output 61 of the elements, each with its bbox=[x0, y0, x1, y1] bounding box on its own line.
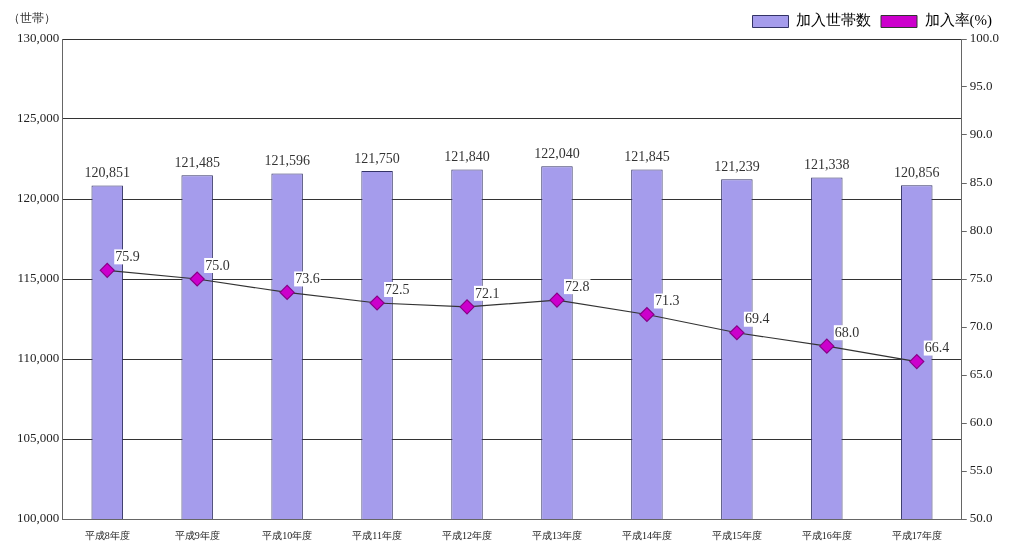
data-label: 75.9 bbox=[115, 249, 140, 265]
data-label: 121,845 bbox=[624, 149, 670, 165]
x-tick-label: 平成12年度 bbox=[442, 529, 493, 541]
legend-label: 加入世帯数 bbox=[796, 12, 872, 29]
x-tick-label: 平成16年度 bbox=[801, 529, 852, 541]
point bbox=[369, 295, 385, 311]
data-label: 122,040 bbox=[534, 146, 580, 162]
x-tick-label: 平成8年度 bbox=[84, 529, 130, 541]
data-label: 121,596 bbox=[264, 153, 310, 169]
data-label: 120,851 bbox=[84, 165, 130, 181]
point bbox=[189, 271, 205, 287]
y2-tick-label: 80.0 bbox=[969, 222, 993, 238]
y-tick-label: 120,000 bbox=[17, 190, 60, 206]
y2-tick-label: 85.0 bbox=[969, 174, 993, 190]
point bbox=[639, 306, 655, 323]
point bbox=[729, 325, 745, 341]
y2-tick-label: 65.0 bbox=[969, 366, 993, 382]
data-label: 71.3 bbox=[654, 293, 680, 309]
data-label: 121,338 bbox=[804, 157, 850, 173]
point bbox=[819, 338, 835, 354]
data-label: 75.0 bbox=[205, 257, 230, 273]
data-label: 69.4 bbox=[744, 311, 770, 327]
x-tick-label: 平成11年度 bbox=[352, 529, 402, 541]
y-tick-label: 115,000 bbox=[17, 270, 60, 286]
y2-tick-label: 90.0 bbox=[969, 126, 993, 142]
point bbox=[99, 262, 115, 278]
y-axis-title: （世帯） bbox=[8, 11, 57, 26]
legend-label: 加入率(%) bbox=[924, 12, 993, 30]
data-label: 72.8 bbox=[564, 278, 590, 294]
y2-tick-label: 60.0 bbox=[969, 414, 993, 430]
data-label: 121,239 bbox=[714, 158, 760, 174]
y2-tick-label: 100.0 bbox=[969, 30, 999, 46]
y-tick-label: 110,000 bbox=[17, 350, 60, 366]
y2-tick-label: 75.0 bbox=[969, 270, 993, 286]
y2-tick-label: 70.0 bbox=[969, 318, 993, 334]
data-label: 121,485 bbox=[174, 154, 220, 170]
x-tick-label: 平成13年度 bbox=[531, 529, 582, 541]
y-tick-label: 100,000 bbox=[17, 510, 60, 526]
data-label: 73.6 bbox=[295, 271, 320, 287]
y2-tick-label: 95.0 bbox=[969, 78, 993, 94]
x-tick-label: 平成17年度 bbox=[891, 529, 942, 541]
data-label: 66.4 bbox=[924, 340, 950, 356]
x-tick-label: 平成15年度 bbox=[711, 529, 762, 541]
data-label: 72.5 bbox=[385, 281, 410, 297]
point bbox=[279, 284, 295, 301]
point bbox=[909, 353, 925, 370]
y-tick-label: 130,000 bbox=[17, 30, 60, 46]
y-tick-label: 125,000 bbox=[17, 110, 60, 126]
data-label: 72.1 bbox=[475, 285, 500, 301]
x-tick-label: 平成14年度 bbox=[621, 529, 672, 541]
point bbox=[549, 292, 565, 308]
data-label: 120,856 bbox=[894, 164, 940, 180]
x-tick-label: 平成10年度 bbox=[262, 529, 313, 541]
data-label: 68.0 bbox=[834, 324, 860, 340]
point bbox=[459, 299, 475, 315]
y2-tick-label: 50.0 bbox=[969, 510, 993, 526]
y-tick-label: 105,000 bbox=[17, 430, 60, 446]
data-label: 121,750 bbox=[354, 150, 400, 166]
data-label: 121,840 bbox=[444, 149, 490, 165]
y2-tick-label: 55.0 bbox=[969, 462, 993, 478]
x-tick-label: 平成9年度 bbox=[174, 529, 220, 541]
